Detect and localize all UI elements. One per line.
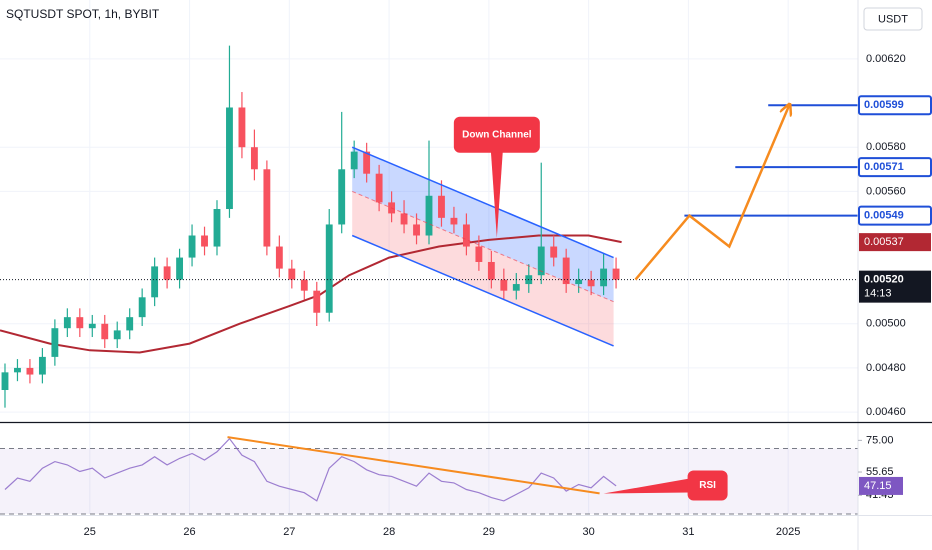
x-tick-label: 29	[483, 526, 495, 538]
callout-pointer	[490, 150, 503, 238]
channel-upper-fill	[352, 147, 614, 302]
rsi-tick-label: 55.65	[866, 466, 894, 478]
candle-body	[26, 367, 34, 375]
candle-body	[51, 328, 59, 357]
candle-body	[612, 268, 620, 280]
candle-body	[1, 372, 9, 390]
candle-body	[338, 169, 346, 225]
candle-body	[325, 224, 333, 313]
candle-body	[263, 169, 271, 247]
candle-body	[550, 246, 558, 258]
candle-body	[76, 317, 84, 329]
rsi-callout-text: RSI	[699, 480, 716, 491]
candle-body	[450, 217, 458, 225]
rsi-callout-box	[687, 470, 728, 501]
candle-body	[138, 297, 146, 318]
candle-body	[38, 356, 46, 375]
candle-body	[313, 290, 321, 313]
countdown: 14:13	[864, 288, 892, 300]
currency: USDT	[878, 13, 908, 25]
candle-body	[151, 266, 159, 298]
y-tick-label: 0.00560	[866, 185, 906, 197]
candle-body	[575, 279, 583, 285]
candle-body	[537, 246, 545, 276]
candle-body	[425, 195, 433, 236]
callout-box	[453, 116, 540, 153]
rsi-current-box	[859, 476, 903, 495]
currency-box[interactable]	[863, 7, 923, 31]
candle-body	[475, 246, 483, 262]
candle-body	[126, 317, 134, 331]
candle-body	[487, 261, 495, 280]
y-tick-label: 0.00480	[866, 362, 906, 374]
candle-body	[438, 195, 445, 218]
rsi-line	[4, 437, 617, 502]
x-tick-label: 30	[583, 526, 595, 538]
candle-body	[201, 235, 208, 247]
level-label-box	[858, 205, 932, 226]
x-tick-label: 2025	[776, 526, 800, 538]
candle-body	[587, 279, 595, 287]
candle-body	[375, 173, 383, 203]
price-pane	[0, 0, 858, 422]
ma-label: 0.00537	[864, 236, 904, 248]
candle-body	[400, 213, 408, 225]
candle-body	[14, 367, 21, 373]
rsi-tick-label: 75.00	[866, 434, 894, 446]
rsi-trendline	[227, 436, 600, 495]
x-tick-label: 25	[84, 526, 96, 538]
projection-path	[634, 105, 790, 281]
level-label: 0.00599	[864, 99, 904, 111]
level-label-box	[858, 95, 932, 116]
candle-body	[275, 246, 283, 269]
level-label: 0.00549	[864, 210, 904, 222]
x-tick-label: 26	[183, 526, 195, 538]
ma-label-box	[859, 233, 931, 252]
candle-body	[188, 235, 196, 258]
candle-body	[462, 224, 470, 247]
candle-body	[562, 257, 570, 285]
y-tick-label: 0.00580	[866, 141, 906, 153]
candle-body	[600, 268, 608, 287]
x-tick-label: 31	[682, 526, 694, 538]
candle-body	[176, 257, 184, 280]
candle-body	[213, 209, 221, 247]
candle-body	[63, 317, 71, 329]
candle-body	[226, 107, 233, 210]
callout-text: Down Channel	[462, 129, 532, 140]
x-tick-label: 27	[283, 526, 295, 538]
candle-body	[163, 266, 171, 280]
rsi-band-fill	[0, 448, 858, 514]
candle-body	[101, 323, 109, 340]
chart-title: SQTUSDT SPOT, 1h, BYBIT	[6, 7, 160, 21]
candle-body	[300, 279, 308, 291]
x-tick-label: 28	[383, 526, 395, 538]
candle-body	[363, 151, 371, 174]
candle-body	[113, 330, 121, 340]
rsi-current-label: 47.15	[864, 480, 892, 492]
candle-body	[250, 147, 258, 170]
last-price-box	[859, 270, 931, 303]
channel-upper	[351, 146, 614, 259]
y-tick-label: 0.00500	[866, 318, 906, 330]
level-label-box	[858, 157, 932, 178]
last-price-label: 0.00520	[864, 274, 904, 286]
channel-middle	[352, 190, 614, 303]
level-label: 0.00571	[864, 161, 904, 173]
candle-body	[238, 107, 246, 148]
candle-body	[512, 284, 520, 291]
channel-lower	[351, 234, 614, 347]
candle-body	[88, 323, 96, 329]
y-tick-label: 0.00460	[866, 406, 906, 418]
candle-body	[500, 279, 508, 291]
rsi-callout-pointer	[603, 478, 690, 494]
candle-body	[288, 268, 296, 280]
candle-body	[413, 224, 420, 236]
candle-body	[350, 151, 358, 170]
y-tick-label: 0.00620	[866, 53, 906, 65]
